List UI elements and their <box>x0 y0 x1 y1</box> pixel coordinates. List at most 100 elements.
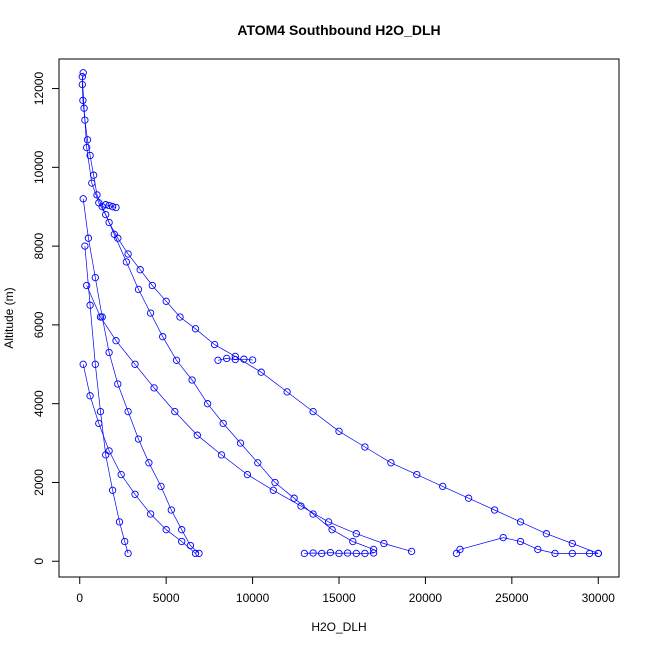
x-tick-label: 5000 <box>153 591 180 605</box>
data-point <box>162 297 170 305</box>
data-point <box>105 447 113 455</box>
data-point <box>352 549 360 558</box>
series-line <box>456 537 599 554</box>
data-point <box>551 549 559 558</box>
data-point <box>191 325 200 333</box>
data-point <box>115 518 124 526</box>
data-point <box>240 355 248 363</box>
data-point <box>167 506 175 514</box>
data-point <box>407 547 416 556</box>
data-point <box>343 549 352 557</box>
data-point <box>352 530 360 538</box>
data-point <box>146 510 155 518</box>
data-point <box>83 136 92 144</box>
x-tick-label: 0 <box>76 591 83 605</box>
data-point <box>159 333 167 341</box>
series-10 <box>300 548 378 558</box>
data-point <box>219 419 227 428</box>
data-point <box>150 384 158 392</box>
y-tick-label: 10000 <box>32 150 46 184</box>
data-point <box>86 151 94 160</box>
data-point <box>102 210 110 219</box>
data-point <box>178 537 186 546</box>
data-point <box>335 549 343 558</box>
data-point <box>83 143 91 152</box>
data-point <box>248 356 257 364</box>
data-point <box>568 549 576 558</box>
data-point <box>217 451 226 459</box>
data-point <box>516 518 525 526</box>
data-point <box>516 537 525 546</box>
data-point <box>318 549 326 558</box>
series-4 <box>81 242 132 558</box>
series-line <box>105 204 117 208</box>
series-line <box>84 246 129 554</box>
x-tick-label: 20000 <box>409 591 443 605</box>
series-1 <box>78 69 602 558</box>
data-point <box>124 250 132 258</box>
data-point <box>79 360 87 368</box>
data-point <box>326 548 335 557</box>
series-6 <box>79 360 200 558</box>
data-point <box>95 419 103 428</box>
data-point <box>257 368 265 376</box>
data-point <box>203 400 212 408</box>
data-point <box>243 470 252 479</box>
data-point <box>121 537 129 546</box>
data-point <box>79 195 87 203</box>
data-point <box>335 427 343 435</box>
data-point <box>124 407 132 416</box>
series-line <box>82 198 200 554</box>
data-point <box>456 545 464 554</box>
y-tick-label: 6000 <box>32 311 46 338</box>
data-point <box>105 348 113 357</box>
data-point <box>84 234 93 242</box>
data-point <box>188 376 196 384</box>
data-point <box>110 230 118 238</box>
data-point <box>145 459 153 467</box>
plot-area <box>78 69 602 558</box>
data-point <box>81 242 89 250</box>
data-point <box>91 360 99 368</box>
data-point <box>96 407 105 416</box>
data-point <box>369 549 378 557</box>
data-point <box>80 104 88 112</box>
data-point <box>162 526 170 534</box>
data-point <box>146 309 155 317</box>
y-axis: 0 2000 4000 6000 8000 10000 12000 <box>32 72 60 565</box>
data-point <box>254 459 262 467</box>
data-point <box>195 549 203 558</box>
series-line <box>81 76 374 550</box>
data-point <box>594 549 602 558</box>
data-point <box>214 356 222 364</box>
data-point <box>79 96 87 105</box>
data-point <box>178 526 186 534</box>
data-point <box>231 355 239 364</box>
data-point <box>380 539 388 548</box>
data-point <box>171 407 179 416</box>
data-point <box>542 530 551 538</box>
data-point <box>88 179 96 187</box>
series-3 <box>79 195 203 558</box>
data-point <box>223 354 231 363</box>
x-tick-label: 30000 <box>582 591 616 605</box>
data-point <box>131 360 139 368</box>
data-point <box>105 218 113 227</box>
data-point <box>499 533 507 542</box>
series-5 <box>83 281 416 556</box>
data-point <box>91 273 99 282</box>
data-point <box>83 281 91 290</box>
data-point <box>349 537 357 546</box>
data-point <box>176 313 184 321</box>
data-point <box>361 443 369 451</box>
data-point <box>193 431 201 439</box>
data-point <box>210 340 219 349</box>
data-point <box>271 478 279 487</box>
y-tick-label: 8000 <box>32 232 46 259</box>
data-point <box>131 490 139 498</box>
data-point <box>309 407 317 416</box>
data-point <box>283 388 291 396</box>
x-axis-label: H2O_DLH <box>311 620 366 634</box>
data-point <box>309 510 317 518</box>
